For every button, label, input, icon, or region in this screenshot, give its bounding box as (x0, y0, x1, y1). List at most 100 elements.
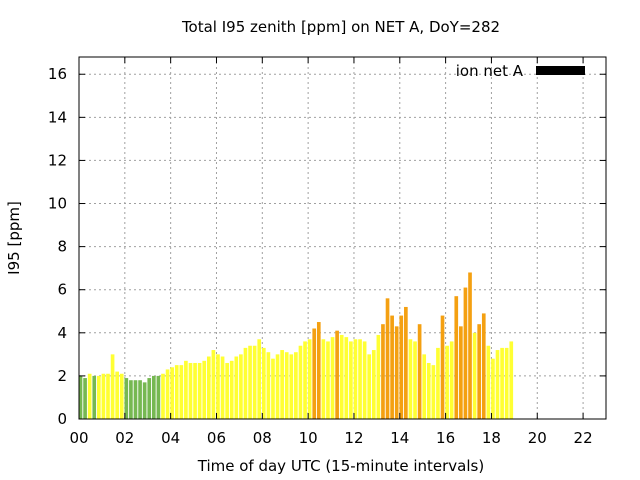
bar (248, 345, 252, 419)
bar (445, 345, 449, 419)
bar (394, 326, 399, 419)
bar (188, 362, 193, 419)
bar (119, 373, 124, 419)
y-tick-label: 16 (48, 65, 67, 83)
legend-label: ion net A (456, 62, 524, 80)
bar (477, 324, 482, 419)
x-tick-label: 22 (574, 429, 593, 447)
bar (161, 373, 165, 419)
bar (193, 362, 197, 419)
bar (481, 313, 486, 419)
bar (385, 298, 390, 419)
x-axis-label: Time of day UTC (15-minute intervals) (197, 457, 484, 475)
bar (294, 352, 298, 419)
bar (206, 356, 211, 419)
y-tick-label: 10 (48, 195, 67, 213)
bar (326, 341, 330, 419)
bar (440, 315, 445, 419)
bar (138, 380, 142, 419)
bar (220, 356, 225, 419)
bar (422, 354, 427, 419)
bar (151, 375, 156, 419)
bar (491, 358, 495, 419)
bar (408, 339, 413, 419)
bar (417, 324, 422, 419)
bar (436, 347, 440, 419)
bar (344, 337, 349, 419)
bar (495, 350, 500, 419)
bar (174, 365, 179, 419)
bar (376, 334, 381, 419)
bar (156, 375, 161, 419)
bar (362, 341, 367, 419)
y-tick-label: 6 (57, 281, 67, 299)
bar (449, 341, 454, 419)
bar (266, 352, 271, 419)
y-tick-label: 8 (57, 238, 67, 256)
y-tick-label: 12 (48, 151, 67, 169)
bar (468, 272, 472, 419)
bar (124, 378, 129, 419)
y-tick-label: 2 (57, 367, 67, 385)
bar (335, 330, 339, 419)
bar (404, 306, 408, 419)
bar (179, 365, 184, 419)
bar (381, 324, 385, 419)
bar (289, 354, 294, 419)
bar (96, 375, 101, 419)
bar (426, 362, 431, 419)
bar (321, 339, 326, 419)
bar (349, 341, 353, 419)
bar (284, 352, 289, 419)
bar (197, 362, 202, 419)
x-tick-label: 00 (69, 429, 88, 447)
bar (165, 369, 170, 419)
x-tick-label: 06 (207, 429, 226, 447)
x-tick-label: 10 (299, 429, 318, 447)
bars (78, 272, 514, 419)
bar (454, 296, 459, 419)
bar (275, 354, 280, 419)
x-tick-label: 08 (253, 429, 272, 447)
bar (504, 347, 509, 419)
bar (184, 360, 188, 419)
y-tick-label: 14 (48, 108, 67, 126)
bar (133, 380, 138, 419)
bar (307, 339, 312, 419)
bar (353, 339, 358, 419)
bar (147, 378, 152, 419)
bar (271, 358, 275, 419)
bar (170, 367, 174, 419)
bar (261, 347, 266, 419)
bar (257, 339, 262, 419)
legend-swatch (536, 66, 585, 75)
x-tick-label: 04 (161, 429, 180, 447)
legend: ion net A (456, 62, 585, 80)
y-tick-label: 0 (57, 410, 67, 428)
bar (234, 356, 239, 419)
x-tick-label: 02 (115, 429, 134, 447)
bar (509, 341, 514, 419)
bar (229, 360, 234, 419)
y-axis-label: I95 [ppm] (5, 201, 23, 275)
bar (211, 350, 216, 419)
bar (78, 375, 83, 419)
bar (243, 347, 248, 419)
bar (115, 371, 119, 419)
x-tick-label: 16 (436, 429, 455, 447)
bar (413, 341, 417, 419)
bar (463, 287, 468, 419)
bar (459, 326, 463, 419)
bar (330, 337, 335, 419)
bar (225, 362, 229, 419)
bar (472, 332, 477, 419)
bar (486, 345, 491, 419)
bar (142, 382, 147, 419)
chart-title: Total I95 zenith [ppm] on NET A, DoY=282 (181, 18, 500, 36)
bar (83, 378, 87, 419)
bar (106, 373, 110, 419)
x-tick-label: 14 (390, 429, 409, 447)
bar (303, 341, 307, 419)
